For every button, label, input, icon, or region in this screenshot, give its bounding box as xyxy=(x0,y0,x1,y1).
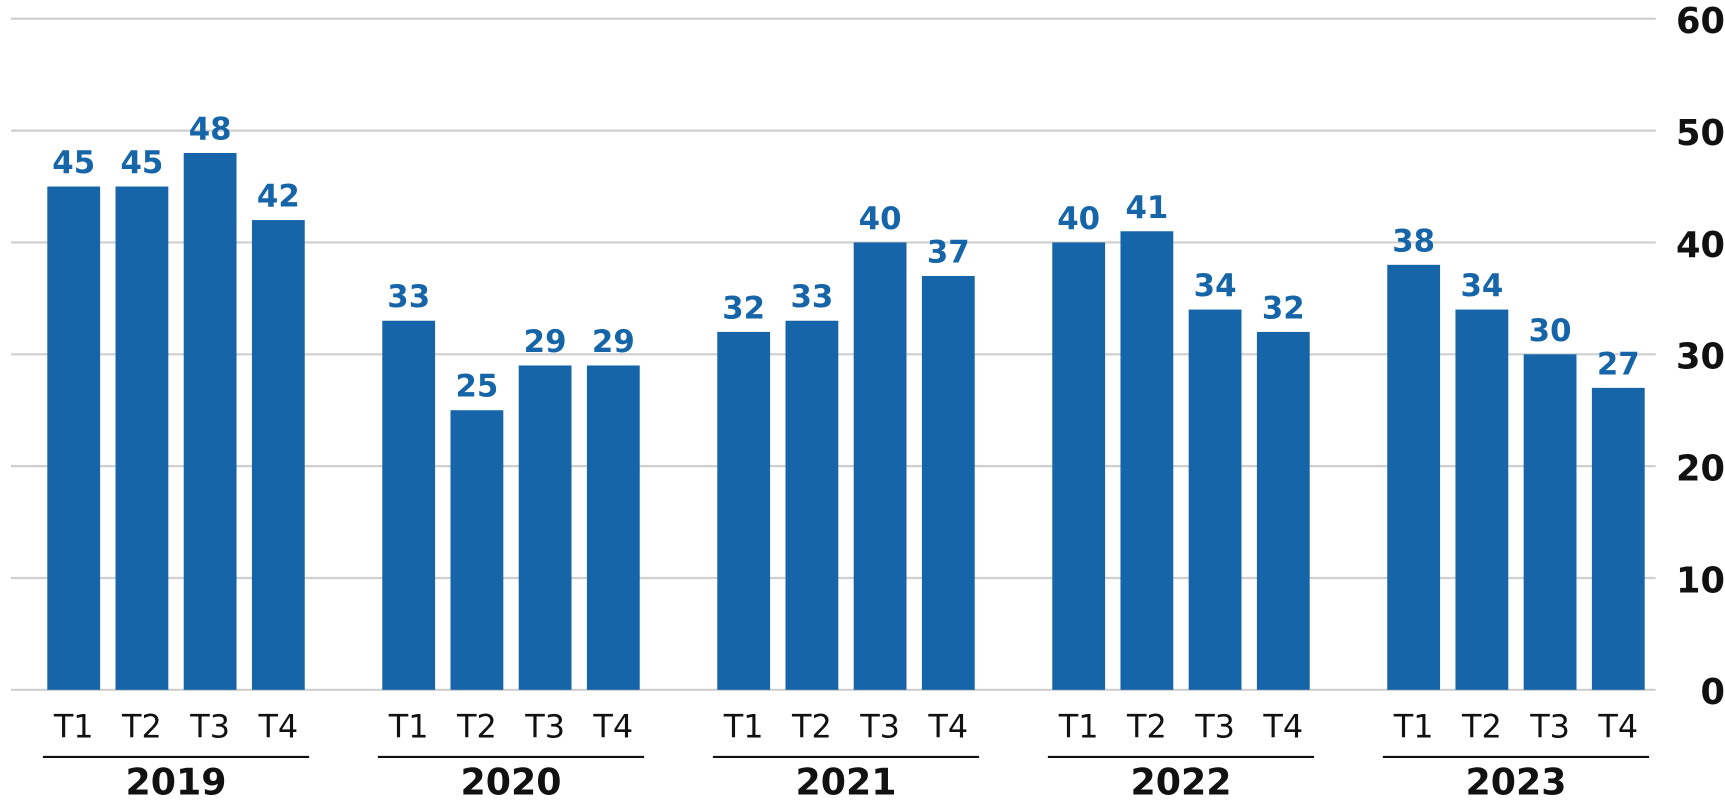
x-tick-label: T3 xyxy=(859,707,900,745)
x-tick-label: T4 xyxy=(927,707,968,745)
value-label: 33 xyxy=(790,279,833,315)
x-tick-label: T2 xyxy=(456,707,497,745)
group-label: 2019 xyxy=(126,760,227,801)
y-tick-label: 60 xyxy=(1676,1,1725,42)
x-tick-label: T4 xyxy=(257,707,298,745)
bar xyxy=(1455,309,1509,690)
bar xyxy=(251,220,305,690)
bar xyxy=(1591,387,1645,690)
group-label: 2022 xyxy=(1130,760,1231,801)
group-label: 2020 xyxy=(460,760,561,801)
x-tick-label: T3 xyxy=(524,707,565,745)
value-label: 34 xyxy=(1460,268,1503,304)
y-tick-label: 0 xyxy=(1701,672,1725,713)
bar xyxy=(518,365,572,690)
x-tick-label: T1 xyxy=(1058,707,1099,745)
group-label: 2023 xyxy=(1465,760,1566,801)
x-tick-label: T1 xyxy=(53,707,94,745)
bar xyxy=(1188,309,1242,690)
bar xyxy=(1256,331,1310,690)
x-tick-label: T4 xyxy=(1262,707,1303,745)
x-tick-label: T3 xyxy=(1529,707,1570,745)
value-label: 25 xyxy=(455,369,498,405)
bar xyxy=(785,320,839,690)
x-tick-label: T1 xyxy=(723,707,764,745)
value-label: 29 xyxy=(524,324,567,360)
bar xyxy=(586,365,640,690)
x-tick-label: T1 xyxy=(1393,707,1434,745)
value-label: 38 xyxy=(1392,223,1435,259)
x-tick-label: T2 xyxy=(791,707,832,745)
value-label: 27 xyxy=(1597,346,1640,382)
group-label: 2021 xyxy=(795,760,896,801)
value-label: 40 xyxy=(859,201,902,237)
value-label: 48 xyxy=(189,111,232,147)
y-tick-label: 20 xyxy=(1676,449,1725,490)
x-tick-label: T1 xyxy=(388,707,429,745)
value-label: 34 xyxy=(1194,268,1237,304)
bar xyxy=(1120,231,1174,690)
bar xyxy=(115,186,169,690)
x-tick-label: T2 xyxy=(1461,707,1502,745)
value-label: 40 xyxy=(1057,201,1100,237)
x-tick-label: T4 xyxy=(1597,707,1638,745)
bar xyxy=(450,410,504,690)
bar xyxy=(382,320,436,690)
value-label: 37 xyxy=(927,234,970,270)
bar xyxy=(1523,354,1577,690)
x-tick-label: T4 xyxy=(592,707,633,745)
value-label: 45 xyxy=(120,145,163,181)
bar xyxy=(183,152,237,690)
bar xyxy=(717,331,771,690)
value-label: 32 xyxy=(722,290,765,326)
value-label: 33 xyxy=(387,279,430,315)
x-tick-label: T2 xyxy=(121,707,162,745)
x-tick-label: T2 xyxy=(1126,707,1167,745)
x-tick-label: T3 xyxy=(189,707,230,745)
bar xyxy=(921,276,975,690)
value-label: 45 xyxy=(52,145,95,181)
value-label: 30 xyxy=(1529,313,1572,349)
bar xyxy=(47,186,101,690)
bar xyxy=(1387,264,1441,690)
bar xyxy=(853,242,907,690)
x-tick-label: T3 xyxy=(1194,707,1235,745)
y-tick-label: 30 xyxy=(1676,337,1725,378)
value-label: 42 xyxy=(257,179,300,215)
value-label: 29 xyxy=(592,324,635,360)
value-label: 32 xyxy=(1262,290,1305,326)
value-label: 41 xyxy=(1125,190,1168,226)
bar xyxy=(1052,242,1106,690)
y-tick-label: 40 xyxy=(1676,225,1725,266)
y-tick-label: 50 xyxy=(1676,113,1725,154)
y-tick-label: 10 xyxy=(1676,560,1725,601)
